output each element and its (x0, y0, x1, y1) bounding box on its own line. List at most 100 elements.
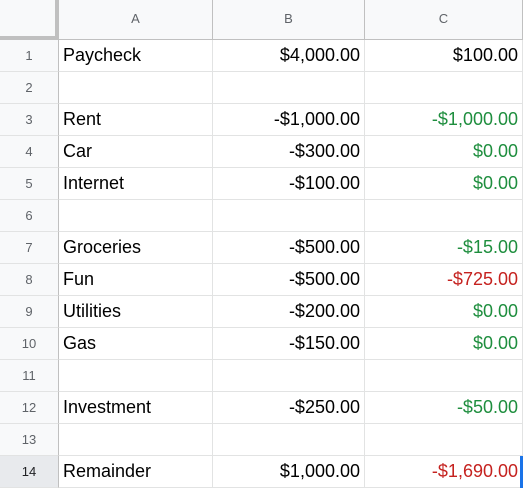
cell-a[interactable] (59, 72, 213, 104)
cell-value: -$1,690.00 (431, 461, 518, 481)
cell-value: $0.00 (472, 301, 518, 321)
cell-c[interactable] (365, 424, 523, 456)
cell-a[interactable] (59, 424, 213, 456)
cell-b[interactable]: $1,000.00 (213, 456, 365, 488)
cell-b[interactable]: -$250.00 (213, 392, 365, 424)
table-row: 7 Groceries -$500.00 -$15.00 (0, 232, 523, 264)
row-header[interactable]: 7 (0, 232, 59, 264)
cell-b[interactable]: -$100.00 (213, 168, 365, 200)
cell-b[interactable] (213, 424, 365, 456)
cell-value: $1,000.00 (279, 461, 360, 481)
cell-b[interactable] (213, 200, 365, 232)
row-header[interactable]: 14 (0, 456, 59, 488)
row-header[interactable]: 3 (0, 104, 59, 136)
table-row: 4 Car -$300.00 $0.00 (0, 136, 523, 168)
cell-b[interactable] (213, 72, 365, 104)
cell-c[interactable]: -$1,690.00 (365, 456, 523, 488)
row-number: 12 (21, 400, 37, 415)
cell-value: Fun (63, 269, 95, 289)
cell-b[interactable]: $4,000.00 (213, 40, 365, 72)
table-row: 8 Fun -$500.00 -$725.00 (0, 264, 523, 296)
row-header[interactable]: 1 (0, 40, 59, 72)
row-header[interactable]: 9 (0, 296, 59, 328)
row-header[interactable]: 5 (0, 168, 59, 200)
cell-value: -$50.00 (456, 397, 518, 417)
cell-a[interactable]: Rent (59, 104, 213, 136)
cell-value: -$1,000.00 (273, 109, 360, 129)
cell-value: -$15.00 (456, 237, 518, 257)
row-header[interactable]: 11 (0, 360, 59, 392)
row-number: 13 (21, 432, 37, 447)
cell-c[interactable] (365, 360, 523, 392)
cell-c[interactable]: $0.00 (365, 136, 523, 168)
cell-value: -$150.00 (288, 333, 360, 353)
column-header-c[interactable]: C (365, 0, 523, 40)
cell-value: Paycheck (63, 45, 142, 65)
active-cell-border (520, 456, 523, 488)
row-number: 5 (25, 176, 33, 191)
cell-a[interactable]: Remainder (59, 456, 213, 488)
table-row: 3 Rent -$1,000.00 -$1,000.00 (0, 104, 523, 136)
cell-a[interactable]: Paycheck (59, 40, 213, 72)
cell-c[interactable]: -$1,000.00 (365, 104, 523, 136)
row-header[interactable]: 8 (0, 264, 59, 296)
cell-value: Groceries (63, 237, 142, 257)
table-row: 5 Internet -$100.00 $0.00 (0, 168, 523, 200)
cell-value: Rent (63, 109, 102, 129)
cell-value: $4,000.00 (279, 45, 360, 65)
cell-value: Internet (63, 173, 125, 193)
cell-c[interactable]: $0.00 (365, 328, 523, 360)
cell-b[interactable] (213, 360, 365, 392)
cell-value: $0.00 (472, 333, 518, 353)
row-header[interactable]: 13 (0, 424, 59, 456)
cell-value: -$1,000.00 (431, 109, 518, 129)
row-number: 9 (25, 304, 33, 319)
cell-value: Gas (63, 333, 97, 353)
cell-b[interactable]: -$500.00 (213, 264, 365, 296)
row-header[interactable]: 4 (0, 136, 59, 168)
cell-a[interactable]: Car (59, 136, 213, 168)
cell-b[interactable]: -$500.00 (213, 232, 365, 264)
cell-c[interactable]: $0.00 (365, 168, 523, 200)
table-row: 12 Investment -$250.00 -$50.00 (0, 392, 523, 424)
column-header-a[interactable]: A (59, 0, 213, 40)
cell-value: Car (63, 141, 93, 161)
cell-c[interactable]: -$50.00 (365, 392, 523, 424)
cell-c[interactable]: $100.00 (365, 40, 523, 72)
cell-a[interactable]: Investment (59, 392, 213, 424)
cell-a[interactable] (59, 360, 213, 392)
cell-a[interactable]: Gas (59, 328, 213, 360)
cell-a[interactable]: Utilities (59, 296, 213, 328)
row-number: 4 (25, 144, 33, 159)
cell-b[interactable]: -$200.00 (213, 296, 365, 328)
cell-a[interactable] (59, 200, 213, 232)
cell-value: -$500.00 (288, 269, 360, 289)
row-header[interactable]: 2 (0, 72, 59, 104)
cell-b[interactable]: -$1,000.00 (213, 104, 365, 136)
cell-c[interactable] (365, 72, 523, 104)
select-all-corner[interactable] (0, 0, 59, 40)
cell-value: Remainder (63, 461, 152, 481)
cell-b[interactable]: -$300.00 (213, 136, 365, 168)
cell-c[interactable]: -$725.00 (365, 264, 523, 296)
cell-c[interactable]: -$15.00 (365, 232, 523, 264)
cell-value: Investment (63, 397, 152, 417)
cell-c[interactable] (365, 200, 523, 232)
cell-value: $0.00 (472, 141, 518, 161)
table-row: 9 Utilities -$200.00 $0.00 (0, 296, 523, 328)
row-header[interactable]: 10 (0, 328, 59, 360)
cell-b[interactable]: -$150.00 (213, 328, 365, 360)
table-row: 13 (0, 424, 523, 456)
column-header-label: B (284, 11, 293, 26)
cell-a[interactable]: Groceries (59, 232, 213, 264)
row-header[interactable]: 6 (0, 200, 59, 232)
column-header-row: A B C (0, 0, 523, 40)
cell-value: -$100.00 (288, 173, 360, 193)
row-header[interactable]: 12 (0, 392, 59, 424)
column-header-b[interactable]: B (213, 0, 365, 40)
cell-c[interactable]: $0.00 (365, 296, 523, 328)
cell-a[interactable]: Internet (59, 168, 213, 200)
row-number: 8 (25, 272, 33, 287)
cell-a[interactable]: Fun (59, 264, 213, 296)
